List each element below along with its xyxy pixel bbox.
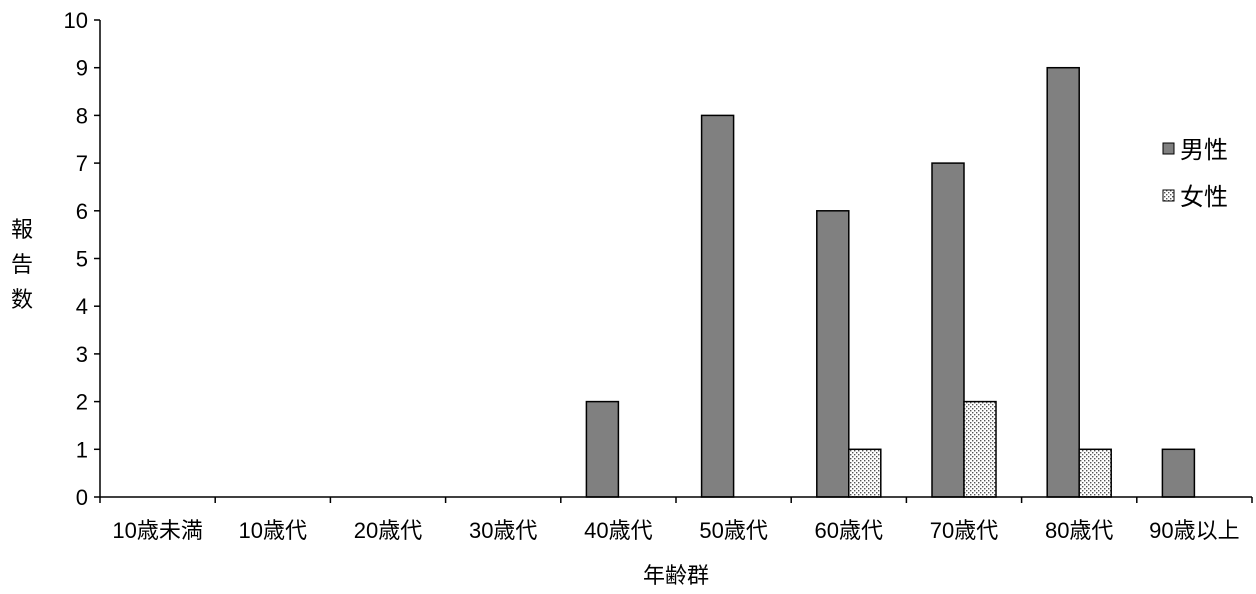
- x-axis-title: 年齢群: [643, 563, 709, 588]
- bar-male: [816, 210, 850, 498]
- legend-label-female: 女性: [1180, 184, 1228, 211]
- y-axis-title-char-1: 報: [11, 217, 33, 242]
- legend-swatch-female: [1162, 189, 1175, 202]
- x-tick-label: 50歳代: [699, 518, 767, 543]
- x-tick-label: 30歳代: [469, 518, 537, 543]
- bars-layer: [585, 66, 1196, 498]
- y-tick-label: 10: [64, 8, 88, 33]
- y-tick-label: 8: [76, 103, 88, 128]
- y-axis-title-char-3: 数: [11, 287, 33, 312]
- legend: 男性 女性: [1162, 137, 1228, 211]
- y-tick-label: 0: [76, 485, 88, 510]
- y-tick-label: 2: [76, 390, 88, 415]
- x-tick-label: 70歳代: [930, 518, 998, 543]
- x-tick-label: 40歳代: [584, 518, 652, 543]
- x-ticks: 10歳未満 10歳代 20歳代 30歳代 40歳代 50歳代 60歳代 70歳代 80歳代 90歳…: [99, 497, 1253, 543]
- x-tick-label: 60歳代: [815, 518, 883, 543]
- y-axis-title-char-2: 告: [11, 252, 33, 277]
- y-axis-title: 報 告 数: [11, 217, 33, 312]
- bar-female: [963, 400, 997, 498]
- y-tick-label: 6: [76, 199, 88, 224]
- bar-male: [931, 162, 965, 498]
- y-tick-label: 9: [76, 56, 88, 81]
- y-tick-label: 3: [76, 342, 88, 367]
- y-tick-label: 5: [76, 247, 88, 272]
- legend-label-male: 男性: [1180, 137, 1228, 164]
- bar-male: [585, 400, 620, 498]
- bar-male: [1161, 448, 1196, 498]
- bar-male: [700, 114, 735, 498]
- x-tick-label: 10歳未満: [112, 518, 202, 543]
- legend-swatch-male: [1162, 142, 1175, 155]
- bar-female: [848, 448, 882, 498]
- x-tick-label: 90歳以上: [1149, 518, 1239, 543]
- y-tick-label: 1: [76, 437, 88, 462]
- x-tick-label: 20歳代: [354, 518, 422, 543]
- bar-female: [1078, 448, 1112, 498]
- x-tick-label: 10歳代: [239, 518, 307, 543]
- y-tick-label: 4: [76, 294, 88, 319]
- x-tick-label: 80歳代: [1045, 518, 1113, 543]
- y-tick-label: 7: [76, 151, 88, 176]
- y-ticks: 0 1 2 3 4 5 6 7 8 9 10: [64, 8, 100, 510]
- bar-male: [1046, 66, 1080, 498]
